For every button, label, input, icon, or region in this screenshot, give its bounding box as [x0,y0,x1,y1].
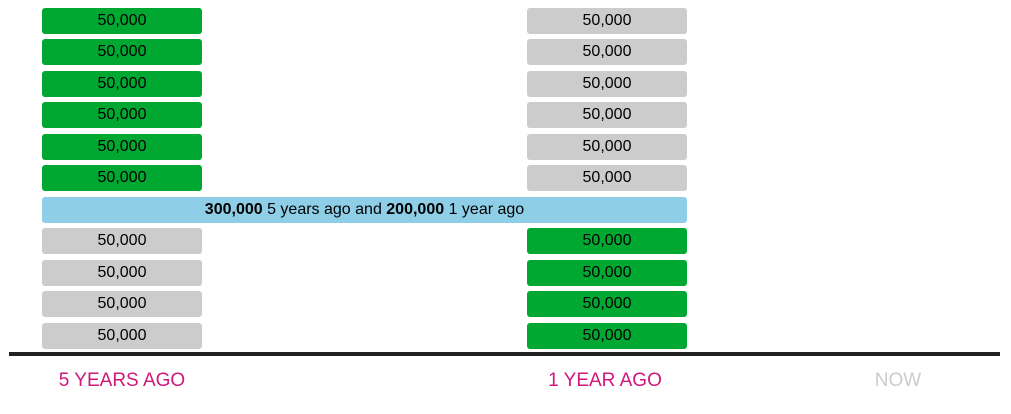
value-block: 50,000 [527,71,687,97]
timeline-axis [9,352,1000,356]
value-block: 50,000 [42,228,202,254]
banner-value-five-years: 300,000 [204,201,263,218]
value-block: 50,000 [42,39,202,65]
timeline-label-five-years-ago: 5 YEARS AGO [58,370,186,391]
value-block: 50,000 [527,228,687,254]
value-block: 50,000 [527,134,687,160]
value-block: 50,000 [42,323,202,349]
value-block: 50,000 [42,260,202,286]
value-block: 50,000 [527,8,687,34]
value-block: 50,000 [527,323,687,349]
timeline-label-now: NOW [874,370,922,391]
value-block: 50,000 [527,102,687,128]
banner-value-one-year: 200,000 [386,201,445,218]
timeline-label-one-year-ago: 1 YEAR AGO [548,370,662,391]
value-block: 50,000 [527,260,687,286]
banner-text-one-year: 1 year ago [444,201,525,218]
value-block: 50,000 [42,165,202,191]
banner-text-five-years: 5 years ago and [262,201,387,218]
value-block: 50,000 [527,39,687,65]
value-block: 50,000 [527,291,687,317]
value-block: 50,000 [42,291,202,317]
value-block: 50,000 [527,165,687,191]
value-block: 50,000 [42,134,202,160]
value-block: 50,000 [42,71,202,97]
value-block: 50,000 [42,8,202,34]
value-block: 50,000 [42,102,202,128]
summary-banner: 300,000 5 years ago and 200,000 1 year a… [42,197,687,223]
